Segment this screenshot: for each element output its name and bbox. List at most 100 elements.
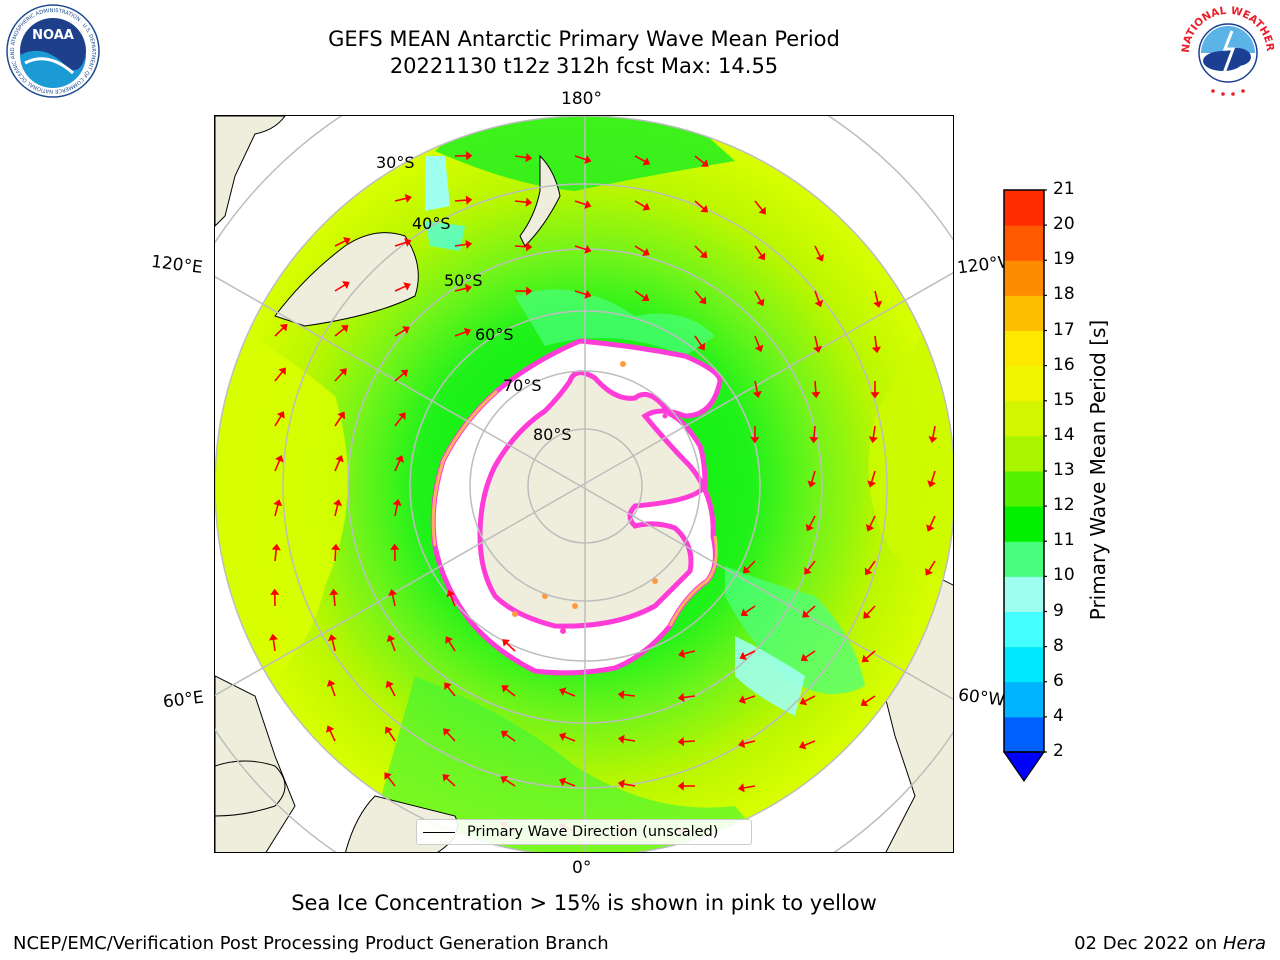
wave-arrow-head	[443, 728, 451, 736]
colorbar-tick-label: 12	[1053, 495, 1075, 516]
wave-arrow-head	[342, 281, 350, 289]
wave-arrow	[814, 335, 819, 348]
colorbar-tick-label: 13	[1053, 460, 1075, 480]
wave-arrow	[563, 690, 576, 697]
wave-arrow	[694, 290, 704, 301]
wave-arrow-head	[584, 200, 592, 209]
wave-arrow	[634, 155, 646, 163]
wave-arrow-head	[386, 634, 396, 643]
footer-machine: Hera	[1222, 933, 1266, 954]
wave-arrow-head	[804, 566, 812, 575]
wave-arrow-head	[465, 195, 473, 205]
legend-line-swatch	[423, 831, 455, 833]
wave-arrow	[866, 605, 876, 616]
colorbar-extend-low	[1003, 751, 1046, 783]
wave-arrow-head	[807, 480, 817, 488]
wave-arrow	[574, 200, 587, 206]
wave-arrow	[514, 245, 528, 248]
wave-arrow	[743, 695, 756, 701]
wave-arrow-head	[335, 455, 344, 463]
colorbar-tick-label: 17	[1053, 319, 1075, 340]
wave-arrow	[929, 515, 936, 528]
wave-arrow-head	[446, 590, 455, 598]
wave-direction-arrows	[268, 151, 938, 836]
wave-arrow-head	[343, 236, 351, 246]
colorbar-cell	[1004, 400, 1044, 437]
sea-ice-note: Sea Ice Concentration > 15% is shown in …	[291, 891, 877, 915]
wave-arrow-head	[270, 588, 280, 595]
wave-arrow-head	[677, 781, 684, 791]
wave-arrow-head	[337, 411, 346, 420]
footer-date: 02 Dec 2022 on Hera	[1074, 933, 1266, 954]
wave-arrow-head	[465, 239, 473, 249]
wave-arrow-head	[402, 326, 410, 335]
wave-arrow-head	[864, 567, 873, 576]
wave-arrow-head	[739, 651, 747, 661]
wave-arrow-head	[813, 345, 823, 353]
wave-arrow	[874, 290, 879, 303]
wave-arrow-head	[642, 157, 651, 166]
wave-arrow	[394, 329, 406, 337]
wave-arrow	[274, 371, 284, 382]
colorbar-cell	[1004, 435, 1044, 472]
noaa-logo: NATIONAL OCEANIC AND ATMOSPHERIC ADMINIS…	[6, 4, 100, 98]
wave-arrow	[394, 197, 407, 202]
wave-arrow-head	[442, 774, 451, 782]
wave-arrow	[333, 593, 336, 607]
wave-arrow-head	[699, 250, 708, 259]
colorbar-cell	[1004, 225, 1044, 261]
wave-arrow	[334, 283, 346, 292]
wave-arrow-head	[463, 327, 472, 337]
wave-arrow	[334, 415, 343, 427]
wave-arrow-head	[809, 436, 819, 444]
wave-arrow	[394, 416, 403, 427]
wave-arrow	[874, 335, 878, 349]
wave-arrow-head	[756, 298, 765, 307]
wave-arrow-head	[275, 455, 284, 463]
wave-arrow	[682, 740, 696, 743]
colorbar-tick-label: 2	[1053, 741, 1064, 761]
wave-arrow-head	[677, 737, 685, 747]
wave-arrow-head	[738, 739, 746, 749]
lat-label-60s: 60°S	[475, 325, 514, 344]
wave-arrow-head	[278, 367, 286, 376]
wave-arrow	[514, 155, 527, 159]
wave-arrow	[334, 327, 345, 337]
wave-arrow	[330, 684, 336, 697]
colorbar-cell	[1004, 190, 1044, 226]
footer-branch: NCEP/EMC/Verification Post Processing Pr…	[13, 933, 609, 954]
wave-arrow	[454, 243, 467, 247]
wave-arrow-head	[340, 325, 349, 333]
wave-arrow-head	[677, 692, 685, 703]
wave-arrow-head	[525, 153, 533, 163]
lat-label-70s: 70°S	[503, 376, 542, 395]
wave-arrow	[694, 335, 703, 347]
wave-arrow-head	[742, 565, 751, 574]
wave-arrow	[694, 155, 705, 165]
wave-arrow-head	[811, 391, 821, 399]
wave-arrow	[872, 425, 876, 438]
wave-arrow	[514, 200, 528, 204]
wave-arrow	[694, 200, 705, 210]
wave-arrow-head	[400, 369, 409, 378]
wave-arrow-head	[331, 543, 341, 551]
wave-arrow-head	[385, 726, 393, 735]
wave-arrow-head	[757, 252, 766, 261]
colorbar-tick-label: 4	[1053, 705, 1064, 726]
wave-arrow	[754, 335, 761, 348]
wave-arrow-head	[925, 568, 933, 576]
wave-arrow	[391, 594, 396, 607]
wave-arrow	[927, 560, 936, 572]
wave-arrow	[865, 650, 876, 660]
wave-arrow	[272, 639, 276, 652]
colorbar-cell	[1004, 541, 1044, 577]
wave-arrow	[814, 290, 820, 303]
wave-arrow-head	[333, 499, 343, 507]
colorbar-cell	[1004, 365, 1044, 402]
wave-arrow-head	[444, 682, 452, 691]
wave-arrow-head	[466, 151, 473, 161]
wave-arrow-head	[798, 740, 807, 750]
map-subtitle: 20221130 t12z 312h fcst Max: 14.55	[389, 54, 779, 78]
wave-arrow-head	[525, 197, 533, 207]
wave-arrow	[394, 372, 405, 382]
